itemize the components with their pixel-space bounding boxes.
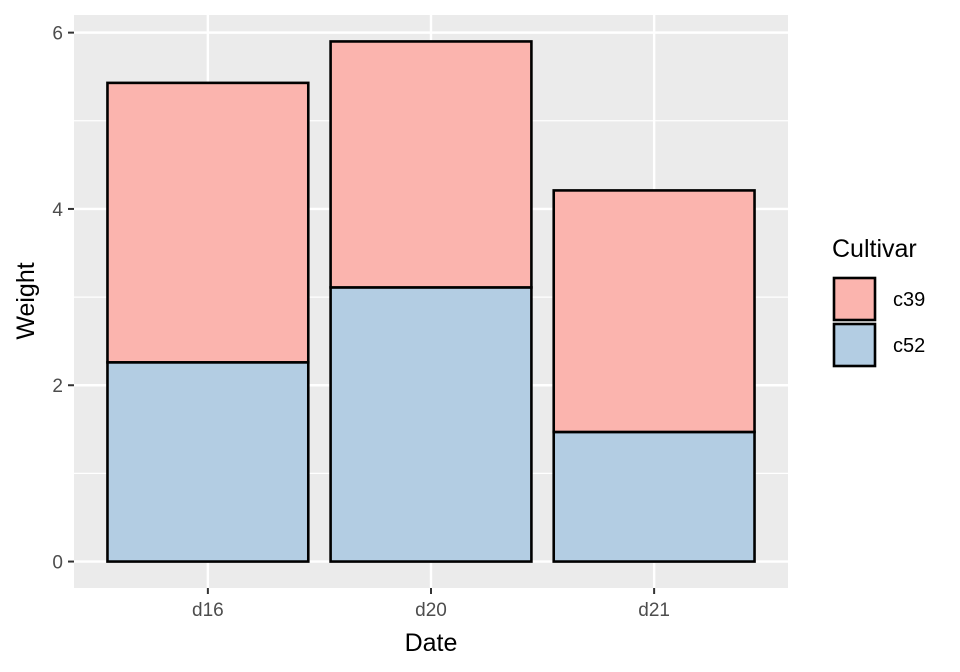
- x-axis: d16 d20 d21: [192, 588, 670, 621]
- bar-d20-c52: [329, 286, 533, 563]
- legend-label-c39: c39: [893, 289, 925, 311]
- y-axis: 0 2 4 6: [52, 24, 74, 574]
- legend-label-c52: c52: [893, 335, 925, 357]
- bars: [106, 40, 756, 563]
- bar-d21-c52: [552, 430, 756, 563]
- y-tick-label: 6: [52, 24, 63, 45]
- bar-d20-c39: [329, 40, 533, 289]
- bar-d16-c39: [106, 81, 310, 364]
- bar-d16-c52: [106, 361, 310, 563]
- x-axis-title: Date: [405, 629, 458, 657]
- bar-d21-c39: [552, 189, 756, 434]
- y-tick-label: 2: [52, 376, 63, 397]
- x-tick-label-d16: d16: [192, 600, 224, 621]
- legend-title: Cultivar: [832, 235, 917, 263]
- x-tick-label-d20: d20: [415, 600, 447, 621]
- legend-key-c52: [832, 322, 877, 368]
- y-axis-title: Weight: [12, 262, 40, 339]
- x-tick-label-d21: d21: [638, 600, 670, 621]
- y-tick-label: 0: [52, 553, 63, 574]
- legend: Cultivar c39 c52: [832, 235, 925, 368]
- y-tick-label: 4: [52, 200, 63, 221]
- legend-key-c39: [832, 276, 877, 322]
